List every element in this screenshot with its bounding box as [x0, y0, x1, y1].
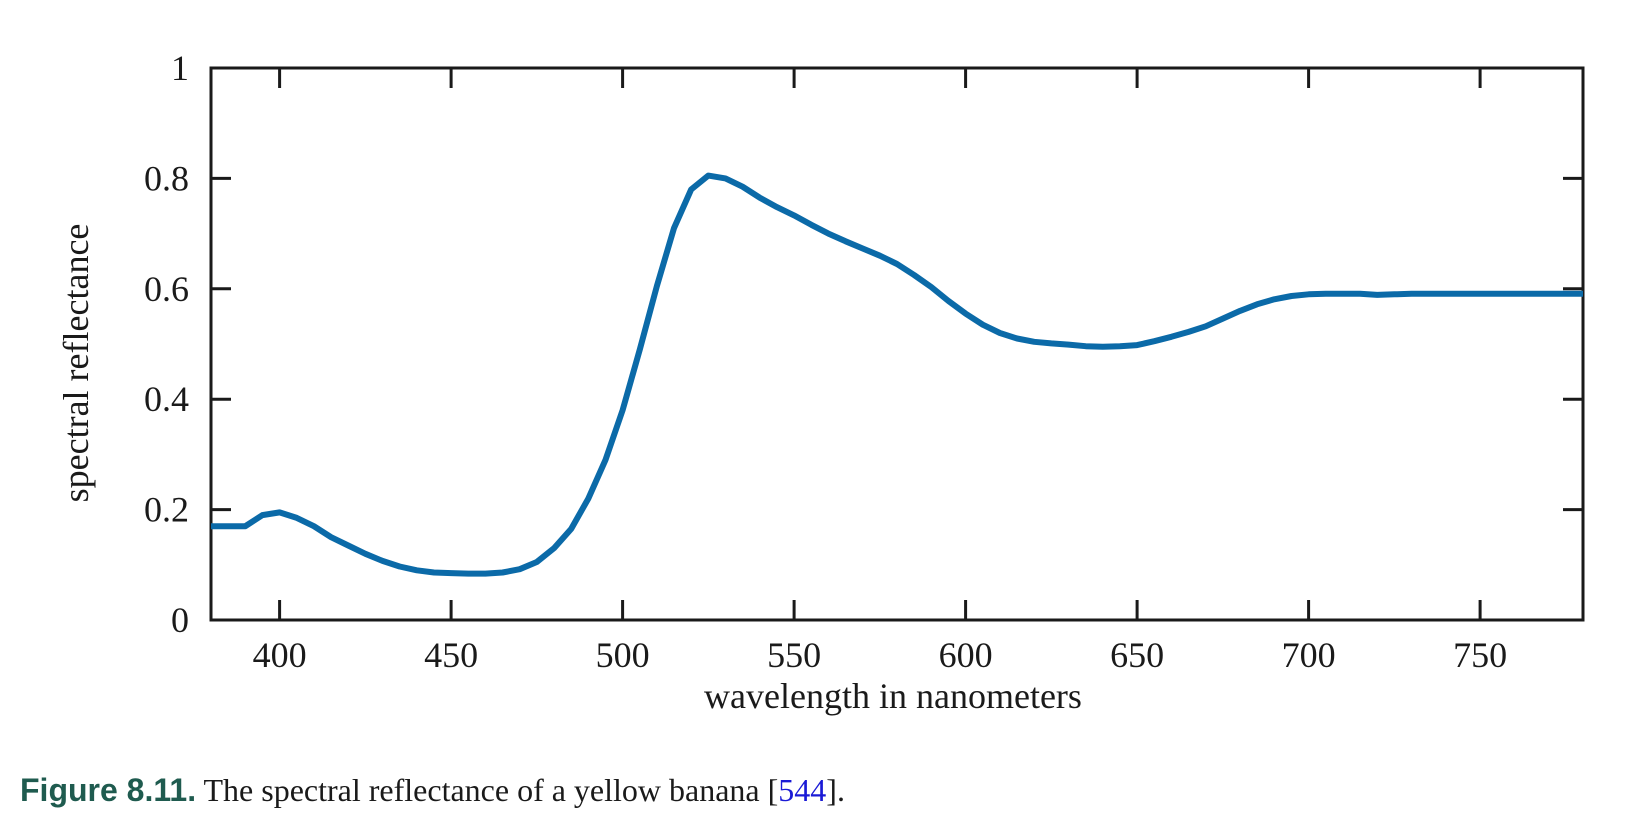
- reflectance-chart: 400 450 500 550 600 650 700 750 0 0.2 0.4 0.6 0.8 1 w…: [56, 48, 1585, 716]
- ref-bracket-close: ]: [826, 772, 837, 808]
- x-tick-label: 500: [596, 635, 650, 675]
- x-axis-label: wavelength in nanometers: [704, 676, 1082, 716]
- x-tick-label: 450: [424, 635, 478, 675]
- series-layer: [211, 172, 1583, 577]
- x-tick-label: 650: [1110, 635, 1164, 675]
- figure-label: Figure 8.11.: [20, 772, 197, 808]
- x-tick-label: 550: [767, 635, 821, 675]
- x-tick-label: 600: [939, 635, 993, 675]
- citation-link[interactable]: 544: [778, 772, 827, 808]
- y-tick-label: 0.6: [144, 269, 189, 309]
- caption-end: .: [836, 772, 845, 808]
- reflectance-line: [211, 172, 1583, 577]
- x-tick-label: 750: [1453, 635, 1507, 675]
- y-tick-label: 1: [171, 48, 189, 88]
- y-tick-label: 0.8: [144, 158, 189, 198]
- y-axis-label: spectral reflectance: [56, 224, 96, 503]
- axes: 400 450 500 550 600 650 700 750 0 0.2 0.4 0.6 0.8 1: [144, 48, 1585, 675]
- figure-caption: Figure 8.11. The spectral reflectance of…: [20, 772, 845, 809]
- plot-frame: [209, 66, 1585, 622]
- y-tick-label: 0.4: [144, 379, 189, 419]
- y-tick-label: 0: [171, 600, 189, 640]
- x-tick-label: 400: [253, 635, 307, 675]
- x-tick-label: 700: [1282, 635, 1336, 675]
- ref-bracket-open: [: [767, 772, 779, 808]
- y-tick-label: 0.2: [144, 490, 189, 530]
- caption-text: The spectral reflectance of a yellow ban…: [196, 772, 768, 808]
